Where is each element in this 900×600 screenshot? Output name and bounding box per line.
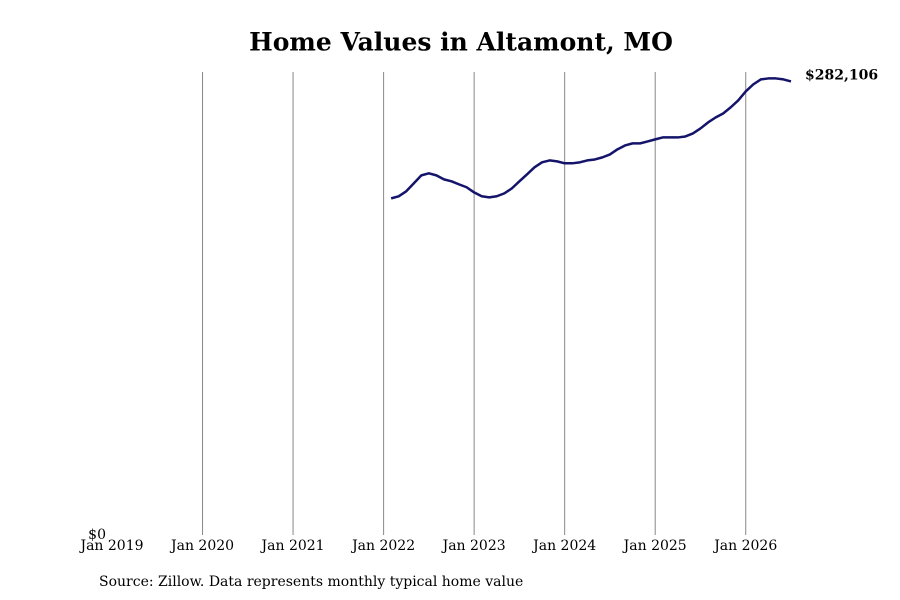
source-note: Source: Zillow. Data represents monthly … <box>99 574 523 590</box>
value-label: $282,106 <box>805 67 878 83</box>
x-tick-label: Jan 2022 <box>350 538 415 554</box>
x-tick-label: Jan 2021 <box>260 538 325 554</box>
y-tick-label: $0 <box>88 527 106 543</box>
x-tick-label: Jan 2025 <box>622 538 687 554</box>
x-tick-label: Jan 2024 <box>531 538 596 554</box>
x-tick-label: Jan 2019 <box>78 538 143 554</box>
chart-title: Home Values in Altamont, MO <box>249 28 673 57</box>
x-tick-label: Jan 2026 <box>712 538 777 554</box>
x-tick-label: Jan 2023 <box>441 538 506 554</box>
x-tick-label: Jan 2020 <box>169 538 234 554</box>
line-series <box>390 77 792 200</box>
